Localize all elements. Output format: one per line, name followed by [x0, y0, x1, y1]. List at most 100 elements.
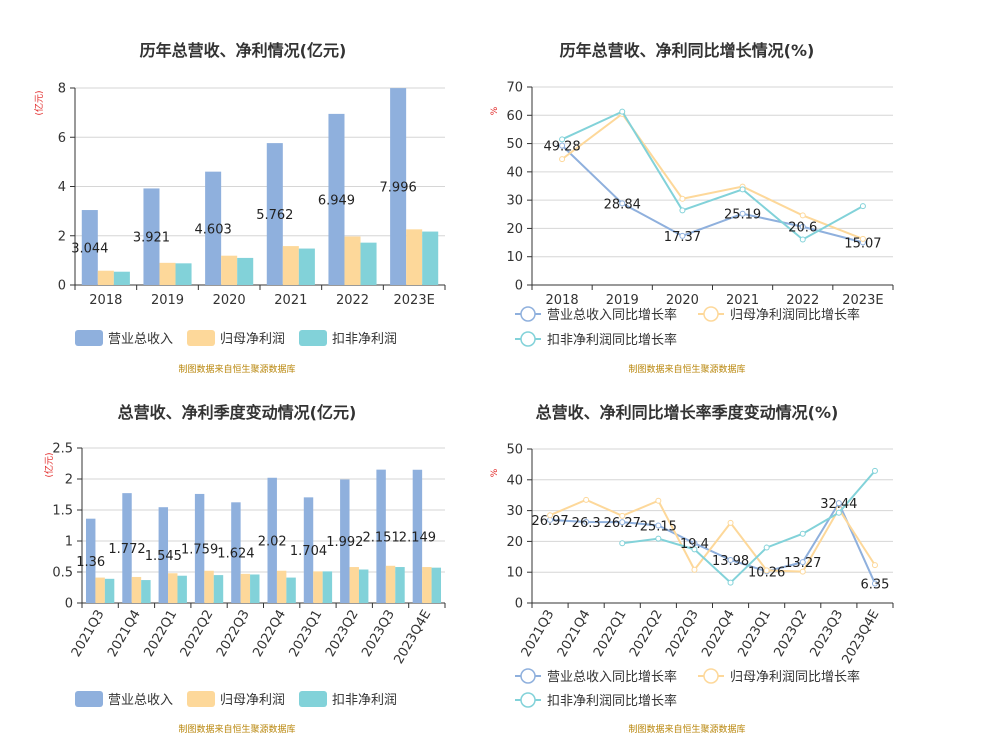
annual-line-legend-marker [520, 331, 536, 347]
quarter-line-point-revenue [727, 556, 734, 563]
annual-line-ytick-label: 50 [506, 137, 523, 152]
annual-line-data-label: 25.19 [724, 208, 761, 223]
annual-line-xtick-label: 2022 [786, 293, 819, 308]
quarter-bar-bar-netprofit [276, 570, 287, 603]
quarter-line-chart: 总营收、净利同比增长率季度变动情况(%)%010203040502021Q320… [490, 403, 894, 735]
annual-bar-bar-revenue [143, 188, 160, 285]
annual-bar-chart: 历年总营收、净利情况(亿元) (亿元) 0 2 4 6 8 2018 2019 2020 2021 2… [33, 41, 446, 375]
annual-bar-xtick-label: 2020 [213, 293, 246, 308]
annual-bar-data-label: 5.762 [256, 208, 293, 223]
quarter-line-data-label: 13.98 [712, 554, 749, 569]
annual-bar-bar-deducted [175, 263, 192, 285]
annual-line-point-revenue [679, 232, 686, 239]
annual-bar-bar-revenue [266, 143, 283, 285]
annual-line-point-netprofit [799, 212, 806, 219]
annual-line-point-deducted [799, 236, 806, 243]
quarter-bar-bar-revenue [231, 502, 241, 603]
quarter-line-point-netprofit [619, 512, 626, 519]
annual-line-point-deducted [739, 186, 746, 193]
annual-line-ytick-label: 0 [515, 279, 523, 294]
quarter-bar-xtick-label: 2023Q3 [359, 608, 398, 660]
annual-bar-unit-label: (亿元) [33, 90, 45, 115]
annual-line-line-netprofit [561, 112, 864, 240]
quarter-line-xtick-label: 2023Q3 [808, 608, 847, 660]
quarter-bar-ytick-label: 1.5 [52, 504, 73, 519]
annual-line-data-label: 28.84 [604, 197, 641, 212]
quarter-bar-bar-netprofit [349, 567, 359, 603]
annual-line-point-revenue [739, 210, 746, 217]
annual-bar-bar-deducted [298, 248, 315, 285]
quarter-bar-bar-revenue [303, 497, 314, 603]
quarter-bar-bar-revenue [194, 493, 205, 603]
quarter-line-legend-marker [703, 668, 719, 684]
quarter-line-xtick-label: 2023Q2 [771, 608, 810, 660]
quarter-bar-bar-revenue [85, 518, 96, 603]
annual-line-line-deducted [561, 110, 864, 241]
annual-bar-ytick-label: 6 [58, 131, 66, 146]
quarter-bar-bar-deducted [358, 569, 369, 603]
quarter-bar-ytick-label: 2.5 [52, 442, 73, 457]
quarter-bar-xtick-label: 2023Q2 [323, 608, 362, 660]
quarter-line-xtick-label: 2021Q3 [519, 608, 558, 660]
annual-line-point-netprofit [679, 195, 686, 202]
quarter-line-point-netprofit [763, 567, 770, 574]
quarter-line-source-note: 制图数据来自恒生聚源数据库 [628, 723, 745, 735]
quarter-bar-chart: 总营收、净利季度变动情况(亿元)(亿元)00.511.522.52021Q320… [43, 403, 446, 735]
quarter-line-ytick-label: 20 [506, 535, 523, 550]
quarter-bar-xtick-label: 2023Q1 [287, 608, 326, 660]
annual-line-title: 历年总营收、净利同比增长情况(%) [560, 41, 815, 60]
annual-line-ytick-label: 40 [506, 165, 523, 180]
quarter-line-data-label: 13.27 [784, 556, 821, 571]
quarter-bar-bar-netprofit [95, 577, 105, 603]
quarter-line-xtick-label: 2023Q4E [840, 608, 883, 667]
quarter-line-legend-label: 扣非净利润同比增长率 [547, 693, 677, 709]
quarter-line-ytick-label: 50 [506, 443, 523, 458]
annual-bar-xtick-label: 2022 [336, 293, 369, 308]
quarter-bar-bar-deducted [322, 571, 333, 603]
annual-line-legend-label: 归母净利润同比增长率 [730, 307, 860, 323]
quarter-line-line-deducted [622, 470, 876, 585]
annual-line-point-revenue [799, 223, 806, 230]
annual-bar-bar-netprofit [97, 270, 114, 285]
quarter-line-point-netprofit [583, 496, 590, 503]
annual-line-ytick-label: 20 [506, 222, 523, 237]
annual-bar-bar-revenue [328, 113, 345, 285]
quarter-line-legend-label: 归母净利润同比增长率 [730, 669, 860, 685]
quarter-line-ytick-label: 10 [506, 566, 523, 581]
annual-line-point-netprofit [859, 235, 866, 242]
quarter-bar-bar-revenue [340, 479, 350, 603]
annual-line-point-netprofit [559, 156, 566, 163]
quarter-line-title: 总营收、净利同比增长率季度变动情况(%) [536, 403, 839, 422]
quarter-bar-xtick-label: 2023Q4E [391, 608, 434, 667]
quarter-bar-data-label: 1.624 [217, 547, 254, 562]
annual-line-data-label: 17.37 [664, 230, 701, 245]
annual-bar-legend-label: 扣非净利润 [332, 332, 397, 347]
annual-bar-xtick-label: 2019 [151, 293, 184, 308]
quarter-line-line-netprofit [549, 498, 876, 573]
annual-line-point-deducted [859, 203, 866, 210]
quarter-line-xtick-label: 2022Q2 [627, 608, 666, 660]
quarter-line-point-netprofit [871, 562, 878, 569]
quarter-line-data-label: 10.26 [748, 565, 785, 580]
quarter-line-point-netprofit [691, 566, 698, 573]
quarter-bar-data-label: 2.149 [399, 530, 436, 545]
quarter-bar-bar-deducted [177, 575, 187, 603]
annual-line-ytick-label: 10 [506, 250, 523, 265]
annual-bar-bar-netprofit [221, 255, 238, 285]
quarter-bar-bar-revenue [122, 493, 132, 603]
quarter-bar-xtick-label: 2021Q4 [105, 608, 144, 660]
quarter-bar-bar-revenue [267, 477, 277, 603]
annual-bar-xtick-label: 2021 [274, 293, 307, 308]
quarter-bar-title: 总营收、净利季度变动情况(亿元) [118, 403, 357, 422]
annual-bar-ytick-label: 8 [58, 82, 66, 97]
quarter-bar-xtick-label: 2022Q4 [250, 608, 289, 660]
quarter-bar-legend-swatch [187, 691, 215, 707]
annual-line-data-label: 20.6 [788, 221, 817, 236]
annual-bar-ytick-label: 2 [58, 229, 66, 244]
quarter-line-unit-label: % [490, 468, 500, 477]
quarter-bar-ytick-label: 2 [65, 473, 73, 488]
quarter-line-xtick-label: 2023Q1 [735, 608, 774, 660]
quarter-bar-data-label: 1.545 [145, 549, 182, 564]
annual-line-data-label: 15.07 [844, 236, 881, 251]
